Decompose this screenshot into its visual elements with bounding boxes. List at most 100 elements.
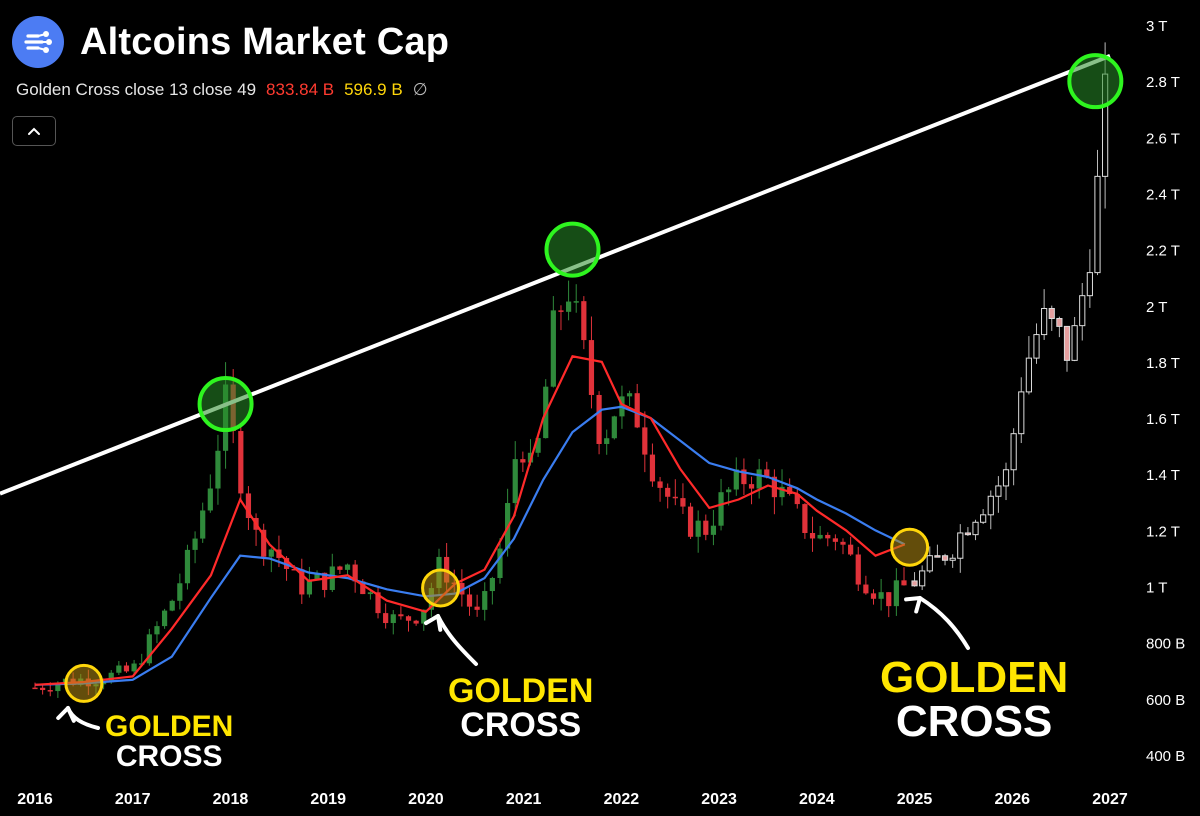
candle	[733, 469, 739, 490]
x-tick-label: 2016	[17, 791, 53, 808]
candle	[1063, 325, 1071, 361]
y-tick-label: 3 T	[1146, 18, 1167, 35]
candle	[832, 538, 838, 542]
y-tick-label: 2.6 T	[1146, 130, 1180, 147]
golden-cross-marker-circle	[890, 527, 930, 567]
candle	[596, 394, 602, 444]
candle	[680, 498, 686, 507]
y-tick-label: 1.2 T	[1146, 523, 1180, 540]
candle	[649, 454, 656, 482]
candle	[581, 301, 587, 341]
candle	[919, 570, 926, 587]
candle	[1041, 308, 1048, 336]
candle	[55, 683, 61, 692]
candle	[878, 592, 884, 599]
candle	[726, 489, 732, 493]
candle	[344, 564, 351, 570]
candle	[972, 521, 979, 536]
candle	[360, 581, 366, 595]
y-tick-label: 1.6 T	[1146, 411, 1180, 428]
candle	[911, 580, 918, 587]
y-tick-label: 400 B	[1146, 748, 1185, 765]
arrow-head	[904, 596, 922, 614]
candle	[238, 431, 244, 494]
chevron-up-icon	[28, 127, 40, 135]
candle	[573, 301, 579, 303]
candle	[817, 534, 823, 539]
candle	[941, 555, 949, 561]
y-tick-label: 2.4 T	[1146, 186, 1180, 203]
candle	[995, 485, 1002, 497]
candle	[352, 564, 358, 582]
candle	[184, 549, 191, 584]
candle	[787, 486, 793, 494]
candle	[131, 663, 137, 672]
candle	[901, 580, 907, 586]
candle	[1086, 272, 1093, 297]
candle	[604, 438, 610, 444]
golden-cross-marker-circle	[64, 663, 104, 703]
collapse-legend-button[interactable]	[12, 116, 56, 146]
annotation-line2: CROSS	[460, 706, 582, 744]
candle	[200, 510, 206, 539]
candle	[957, 532, 964, 559]
candle	[413, 620, 419, 624]
candle	[987, 495, 994, 516]
candle	[101, 682, 107, 685]
candle	[565, 301, 572, 312]
candle	[1094, 175, 1101, 274]
candle	[980, 514, 987, 523]
x-tick-label: 2026	[994, 791, 1030, 808]
candle	[558, 310, 564, 312]
candle	[855, 554, 861, 585]
candle	[794, 493, 800, 505]
candle	[116, 665, 122, 673]
candle	[1033, 334, 1040, 359]
y-tick-label: 600 B	[1146, 692, 1185, 709]
y-tick-label: 1.4 T	[1146, 467, 1180, 484]
indicator-label: Golden Cross close 13 close 49	[16, 80, 257, 99]
candle	[1071, 325, 1078, 361]
candle	[1056, 318, 1063, 327]
candle	[934, 555, 941, 558]
candle	[642, 427, 648, 455]
y-tick-label: 1 T	[1146, 580, 1167, 597]
x-tick-label: 2018	[213, 791, 249, 808]
candle	[398, 614, 404, 617]
candle	[47, 690, 53, 692]
candle	[626, 393, 633, 397]
resistance-trendline	[0, 54, 1111, 496]
candle	[893, 580, 899, 607]
page-title: Altcoins Market Cap	[80, 20, 450, 63]
candle	[459, 582, 465, 595]
candle	[588, 340, 595, 395]
candle	[695, 520, 701, 537]
candle	[848, 544, 854, 555]
x-tick-label: 2024	[799, 791, 835, 808]
candle	[268, 549, 274, 557]
candle	[863, 584, 869, 594]
candle	[748, 484, 755, 489]
candle	[665, 487, 671, 497]
ma-slow-line	[34, 405, 906, 686]
annotation-line1: GOLDEN	[448, 672, 594, 710]
candle	[177, 583, 183, 601]
y-tick-label: 800 B	[1146, 636, 1185, 653]
candle	[634, 393, 640, 428]
candle	[322, 572, 328, 590]
candle	[756, 469, 762, 489]
y-tick-label: 2.2 T	[1146, 243, 1180, 260]
candle	[245, 493, 252, 519]
annotation-line2: CROSS	[895, 697, 1053, 746]
candle	[1010, 433, 1017, 471]
candle	[870, 593, 877, 599]
chart-header: Altcoins Market Cap	[12, 16, 449, 68]
candle	[375, 592, 381, 614]
hide-indicator-icon[interactable]: ∅	[412, 80, 428, 99]
annotation-arrow	[918, 596, 970, 650]
candle	[1079, 295, 1086, 327]
x-tick-label: 2022	[604, 791, 640, 808]
peak-marker-circle	[197, 376, 254, 433]
candle	[207, 488, 213, 511]
candle	[32, 687, 38, 690]
